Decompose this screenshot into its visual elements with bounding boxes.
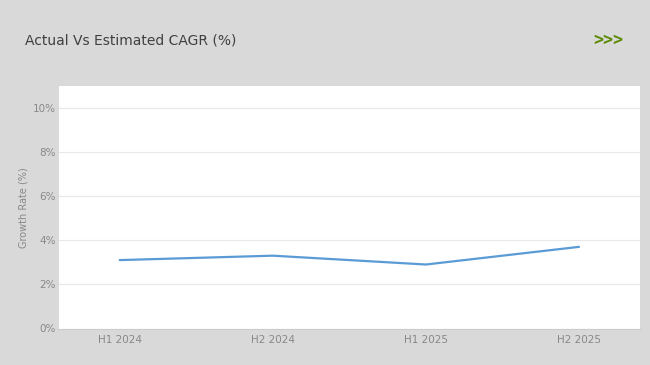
Text: Actual Vs Estimated CAGR (%): Actual Vs Estimated CAGR (%) [25, 34, 237, 47]
Text: >>>: >>> [593, 31, 623, 49]
Y-axis label: Growth Rate (%): Growth Rate (%) [19, 167, 29, 247]
